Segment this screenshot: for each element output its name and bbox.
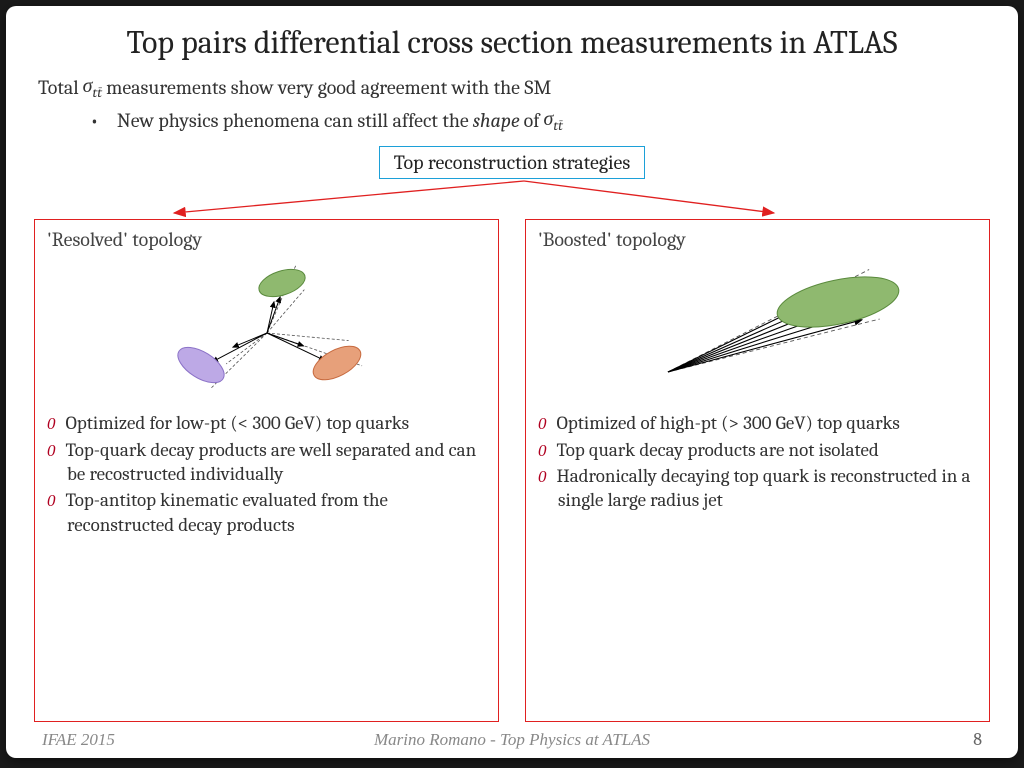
connector-svg [34,179,994,221]
strategy-label-box: Top reconstruction strategies [379,146,645,179]
boosted-list: Optimized of high-pt (> 300 GeV) top qua… [538,411,977,514]
footer: IFAE 2015 Marino Romano - Top Physics at… [42,729,982,750]
intro-suffix: measurements show very good agreement wi… [106,76,551,99]
sigma-symbol-2: σtt̄ [543,107,562,134]
list-item: Top quark decay products are not isolate… [538,438,977,462]
footer-center: Marino Romano - Top Physics at ATLAS [42,730,982,750]
resolved-diagram [47,255,486,405]
intro-line: Total σtt̄ measurements show very good a… [38,74,990,101]
bullet-point-icon: • [90,109,99,132]
resolved-list: Optimized for low-pt (< 300 GeV) top qua… [47,411,486,539]
sub-bullet: • New physics phenomena can still affect… [90,107,990,134]
intro-prefix: Total [38,76,79,99]
boosted-box: 'Boosted' topology Optimized of high-pt … [525,219,990,722]
list-item: Optimized for low-pt (< 300 GeV) top qua… [47,411,486,435]
bullet-text-mid: of [524,109,540,132]
sigma-symbol: σtt̄ [83,74,102,101]
boosted-diagram [538,255,977,405]
bullet-shape-word: shape [473,109,520,132]
resolved-box: 'Resolved' topology Optimized for low-pt… [34,219,499,722]
sigma-subscript: tt̄ [93,84,103,101]
resolved-title: 'Resolved' topology [47,228,486,251]
slide-title: Top pairs differential cross section mea… [34,24,990,62]
list-item: Top-quark decay products are well separa… [47,438,486,487]
boosted-title: 'Boosted' topology [538,228,977,251]
list-item: Hadronically decaying top quark is recon… [538,464,977,513]
bullet-text-prefix: New physics phenomena can still affect t… [117,109,469,132]
connector-arrows [34,179,990,219]
list-item: Optimized of high-pt (> 300 GeV) top qua… [538,411,977,435]
list-item: Top-antitop kinematic evaluated from the… [47,488,486,537]
slide: Top pairs differential cross section mea… [6,6,1018,758]
